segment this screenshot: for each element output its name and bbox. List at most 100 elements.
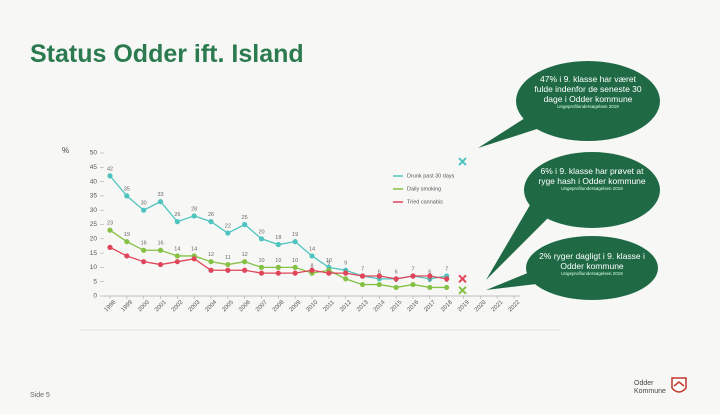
data-point: [124, 253, 129, 258]
x-tick-label: 2009: [289, 299, 303, 313]
data-point: [377, 273, 382, 278]
x-tick-label: 2012: [339, 299, 353, 313]
data-point: [444, 276, 449, 281]
x-tick-label: 2010: [306, 299, 320, 313]
callout-source: Ungeprofilundersøgelsen 2019: [532, 104, 644, 110]
data-label: 11: [225, 255, 231, 261]
data-point: [377, 282, 382, 287]
y-tick-label: 50: [90, 150, 98, 157]
marker-x: [459, 287, 466, 294]
y-tick-label: 15: [90, 250, 98, 257]
x-tick-label: 2016: [407, 299, 421, 313]
x-tick-label: 2021: [491, 299, 505, 313]
data-point: [293, 265, 298, 270]
data-point: [343, 271, 348, 276]
y-axis-label: %: [62, 146, 69, 155]
data-point: [242, 259, 247, 264]
slide: %051015202530354045501998199920002001200…: [0, 0, 720, 414]
data-label: 10: [292, 258, 298, 264]
data-point: [225, 262, 230, 267]
x-tick-label: 1998: [104, 299, 118, 313]
data-label: 25: [242, 215, 248, 221]
data-point: [276, 242, 281, 247]
data-label: 10: [258, 258, 264, 264]
logo-line: Kommune: [634, 388, 666, 396]
data-point: [192, 213, 197, 218]
data-point: [242, 268, 247, 273]
x-tick-label: 2013: [356, 299, 370, 313]
data-label: 42: [107, 166, 113, 172]
y-tick-label: 0: [93, 293, 97, 300]
data-point: [309, 268, 314, 273]
x-tick-label: 2015: [390, 299, 404, 313]
legend-label: Drunk past 30 days: [407, 173, 455, 179]
y-tick-label: 5: [93, 278, 97, 285]
data-point: [259, 271, 264, 276]
data-point: [410, 282, 415, 287]
x-tick-label: 2011: [323, 299, 337, 313]
logo-line: Odder: [634, 380, 666, 388]
x-tick-label: 2003: [188, 299, 202, 313]
data-point: [158, 199, 163, 204]
legend-label: Tried cannabis: [407, 199, 443, 205]
data-label: 33: [157, 192, 163, 198]
data-point: [225, 230, 230, 235]
y-tick-label: 25: [90, 221, 98, 228]
callout-text: 47% i 9. klasse har været fulde indenfor…: [532, 74, 644, 104]
data-point: [124, 193, 129, 198]
data-point: [107, 228, 112, 233]
marker-x: [459, 158, 466, 165]
data-label: 35: [124, 186, 130, 192]
data-point: [208, 259, 213, 264]
data-label: 28: [191, 206, 197, 212]
data-point: [293, 271, 298, 276]
data-label: 7: [445, 266, 448, 272]
data-point: [141, 259, 146, 264]
callout-source: Ungeprofilundersøgelsen 2019: [536, 271, 648, 277]
x-tick-label: 2005: [221, 299, 235, 313]
data-point: [158, 248, 163, 253]
data-label: 14: [174, 246, 180, 252]
y-tick-label: 45: [90, 164, 98, 171]
data-point: [360, 282, 365, 287]
data-label: 19: [292, 232, 298, 238]
callout-source: Ungeprofilundersøgelsen 2019: [536, 186, 648, 192]
page-number: Side 5: [30, 392, 50, 399]
data-label: 3: [428, 278, 431, 284]
data-point: [107, 245, 112, 250]
data-point: [293, 239, 298, 244]
x-tick-label: 2019: [457, 299, 471, 313]
data-point: [360, 273, 365, 278]
data-point: [208, 219, 213, 224]
data-point: [276, 265, 281, 270]
callout: 47% i 9. klasse har været fulde indenfor…: [532, 74, 644, 110]
data-label: 7: [411, 266, 414, 272]
data-label: 12: [208, 252, 214, 258]
data-label: 7: [361, 266, 364, 272]
callout: 6% i 9. klasse har prøvet at ryge hash i…: [536, 166, 648, 192]
data-label: 12: [242, 252, 248, 258]
y-tick-label: 10: [90, 264, 98, 271]
callout-text: 6% i 9. klasse har prøvet at ryge hash i…: [536, 166, 648, 186]
data-point: [326, 271, 331, 276]
x-tick-label: 2020: [474, 299, 488, 313]
data-label: 9: [344, 261, 347, 267]
data-point: [242, 222, 247, 227]
x-tick-label: 2004: [205, 299, 219, 313]
data-point: [309, 253, 314, 258]
data-point: [175, 259, 180, 264]
data-point: [444, 285, 449, 290]
data-label: 26: [208, 212, 214, 218]
data-point: [427, 273, 432, 278]
data-point: [394, 285, 399, 290]
slide-title: Status Odder ift. Island: [30, 40, 304, 69]
data-point: [394, 276, 399, 281]
data-label: 6: [395, 269, 398, 275]
data-label: 19: [124, 232, 130, 238]
x-tick-label: 2007: [255, 299, 269, 313]
data-point: [208, 268, 213, 273]
marker-x: [459, 275, 466, 282]
x-tick-label: 2014: [373, 299, 387, 313]
data-point: [410, 273, 415, 278]
data-label: 9: [327, 261, 330, 267]
